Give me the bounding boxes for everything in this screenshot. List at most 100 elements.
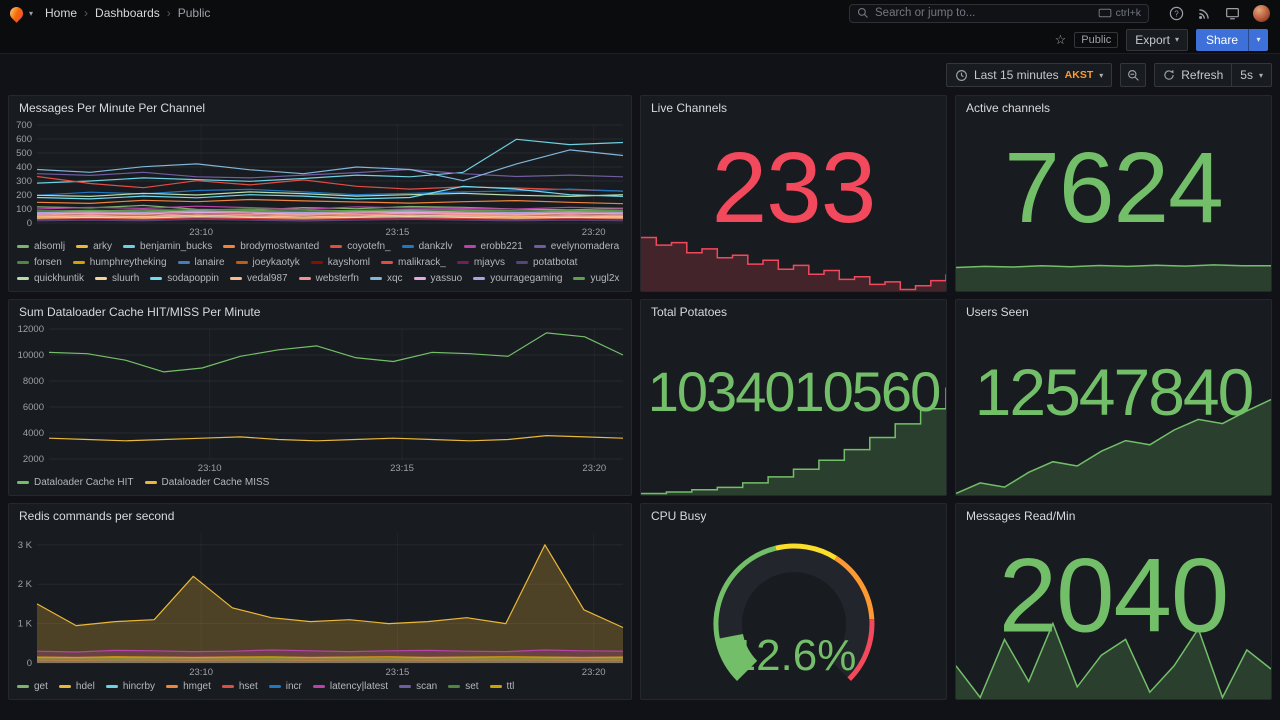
- share-dropdown-button[interactable]: ▾: [1248, 28, 1268, 51]
- legend-item[interactable]: mjayvs: [456, 255, 505, 270]
- legend-item[interactable]: incr: [268, 679, 302, 694]
- panel-title[interactable]: Live Channels: [651, 101, 728, 115]
- time-range-picker[interactable]: Last 15 minutes AKST ▾: [945, 63, 1113, 87]
- legend-label: hdel: [75, 681, 95, 692]
- legend-item[interactable]: joeykaotyk: [235, 255, 300, 270]
- gauge-container: 12.6%: [641, 528, 946, 699]
- legend-item[interactable]: get: [17, 679, 48, 694]
- panel-title[interactable]: Active channels: [966, 101, 1051, 115]
- legend-item[interactable]: forsen: [17, 255, 62, 270]
- legend-item[interactable]: hdel: [58, 679, 95, 694]
- legend-item[interactable]: xqc: [369, 271, 403, 286]
- legend-item[interactable]: vedal987: [230, 271, 288, 286]
- legend-item[interactable]: erobb221: [463, 239, 523, 254]
- share-button[interactable]: Share: [1195, 28, 1248, 51]
- panel-title[interactable]: Sum Dataloader Cache HIT/MISS Per Minute: [19, 305, 261, 319]
- timeseries-chart-dataloader[interactable]: 2000 4000 6000 8000 10000 12000 23:10 23:15 23:2…: [9, 321, 631, 474]
- sparkline: [641, 233, 946, 291]
- legend-item[interactable]: hmget: [166, 679, 211, 694]
- svg-text:0: 0: [27, 658, 32, 669]
- chevron-down-icon: ▾: [1258, 70, 1263, 80]
- time-range-label: Last 15 minutes: [973, 68, 1059, 82]
- legend-item[interactable]: humphreytheking: [72, 255, 167, 270]
- legend-item[interactable]: dankzlv: [401, 239, 453, 254]
- monitor-icon[interactable]: [1225, 6, 1240, 21]
- panel-dataloader-cache: Sum Dataloader Cache HIT/MISS Per Minute…: [8, 299, 632, 496]
- sparkline: [956, 395, 1271, 495]
- legend-item[interactable]: yassuo: [413, 271, 462, 286]
- panel-title[interactable]: Total Potatoes: [651, 305, 728, 319]
- legend-item[interactable]: yugl2x: [573, 271, 619, 286]
- svg-text:23:20: 23:20: [582, 667, 606, 678]
- panel-cpu-busy: CPU Busy 12.6%: [640, 503, 947, 700]
- legend-marker: [533, 245, 546, 248]
- svg-text:400: 400: [16, 162, 32, 173]
- panel-title[interactable]: CPU Busy: [651, 509, 707, 523]
- svg-text:100: 100: [16, 204, 32, 215]
- legend-item[interactable]: quickhuntik: [17, 271, 84, 286]
- star-icon[interactable]: ☆: [1054, 32, 1067, 47]
- search-icon: [857, 7, 868, 18]
- legend-item[interactable]: evelynomadera: [533, 239, 619, 254]
- help-icon[interactable]: ?: [1169, 6, 1184, 21]
- legend-marker: [95, 277, 108, 280]
- legend-marker: [573, 277, 586, 280]
- legend-item[interactable]: sluurh: [95, 271, 139, 286]
- panel-title[interactable]: Users Seen: [966, 305, 1029, 319]
- legend-item[interactable]: Dataloader Cache MISS: [144, 475, 269, 490]
- avatar[interactable]: [1253, 4, 1270, 22]
- legend-item[interactable]: hincrby: [105, 679, 155, 694]
- stat-value: 233: [711, 131, 877, 244]
- refresh-interval-dropdown[interactable]: 5s ▾: [1232, 63, 1272, 87]
- legend-item[interactable]: set: [448, 679, 479, 694]
- legend-label: latency|latest: [329, 681, 389, 692]
- legend-label: websterfn: [315, 273, 359, 284]
- rss-icon[interactable]: [1197, 6, 1212, 21]
- legend-marker: [144, 481, 157, 484]
- legend-label: hmget: [183, 681, 211, 692]
- timeseries-chart-messages[interactable]: 0 100 200 300 400 500 600 700 23:10 23:15 23:20: [9, 117, 631, 238]
- legend-item[interactable]: alsomlj: [17, 239, 65, 254]
- legend-item[interactable]: Dataloader Cache HIT: [17, 475, 134, 490]
- legend-marker: [123, 245, 136, 248]
- panel-title[interactable]: Messages Read/Min: [966, 509, 1076, 523]
- legend-item[interactable]: latency|latest: [312, 679, 389, 694]
- panel-messages-per-minute: Messages Per Minute Per Channel 0 100 200 3…: [8, 95, 632, 292]
- panel-title[interactable]: Messages Per Minute Per Channel: [19, 101, 206, 115]
- svg-text:23:10: 23:10: [189, 227, 213, 238]
- sparkline: [956, 259, 1271, 291]
- legend-marker: [310, 261, 323, 264]
- legend-item[interactable]: websterfn: [298, 271, 359, 286]
- legend-item[interactable]: scan: [399, 679, 437, 694]
- legend-item[interactable]: brodymostwanted: [223, 239, 319, 254]
- legend-item[interactable]: potatbotat: [515, 255, 577, 270]
- dashboard-toolbar: Last 15 minutes AKST ▾ Refresh 5s ▾: [0, 54, 1280, 95]
- search-input[interactable]: ctrl+k: [849, 3, 1149, 23]
- legend-item[interactable]: kayshoml: [310, 255, 370, 270]
- chevron-down-icon[interactable]: ▾: [29, 8, 34, 18]
- legend-item[interactable]: malikrack_: [381, 255, 446, 270]
- zoom-out-button[interactable]: [1120, 63, 1147, 87]
- legend-item[interactable]: yourragegaming: [473, 271, 562, 286]
- legend-item[interactable]: ttl: [489, 679, 515, 694]
- panel-title[interactable]: Redis commands per second: [19, 509, 175, 523]
- grafana-logo[interactable]: [7, 3, 26, 23]
- legend-label: mjayvs: [473, 257, 505, 268]
- legend-item[interactable]: benjamin_bucks: [123, 239, 212, 254]
- refresh-button[interactable]: Refresh: [1154, 63, 1233, 87]
- search-field[interactable]: [875, 7, 1092, 19]
- legend-item[interactable]: coyotefn_: [330, 239, 391, 254]
- export-button[interactable]: Export ▾: [1126, 28, 1188, 51]
- breadcrumb-dashboards[interactable]: Dashboards: [95, 6, 160, 20]
- svg-text:?: ?: [1174, 9, 1179, 18]
- timeseries-chart-redis[interactable]: 0 1 K 2 K 3 K 23:10 23:15 23:20: [9, 525, 631, 678]
- legend-item[interactable]: sodapoppin: [150, 271, 219, 286]
- legend-item[interactable]: hset: [221, 679, 258, 694]
- legend-item[interactable]: arky: [76, 239, 112, 254]
- legend-item[interactable]: lanaire: [177, 255, 225, 270]
- breadcrumb-home[interactable]: Home: [45, 6, 78, 20]
- legend-label: ttl: [506, 681, 515, 692]
- svg-text:8000: 8000: [23, 376, 44, 387]
- legend-label: yugl2x: [590, 273, 620, 284]
- legend-marker: [448, 685, 461, 688]
